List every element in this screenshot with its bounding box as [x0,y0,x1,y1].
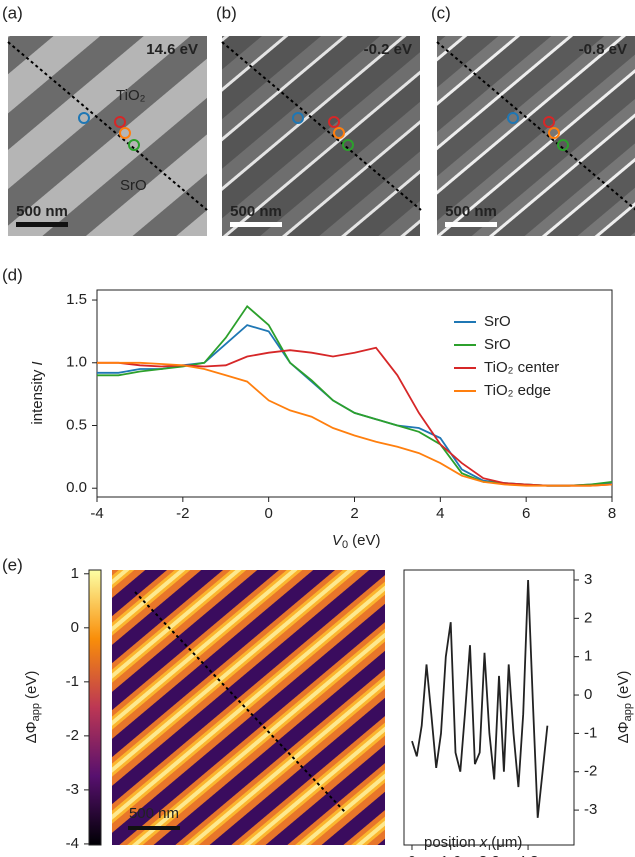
legend-label: TiO₂ edge [484,382,551,399]
x-axis-label: position x (μm) [424,834,522,851]
colorbar-tick-label: -3 [66,781,79,798]
marker-circle [78,112,90,124]
legend-label: SrO [484,336,511,353]
scale-bar [128,826,180,830]
marker-circle [507,112,519,124]
x-tick-label: 4 [436,505,444,522]
x-axis-label-part: 0 [342,539,348,551]
y-tick-label: 3 [584,571,592,588]
energy-label: -0.2 eV [364,41,412,58]
y-tick-label: 0 [584,686,592,703]
x-tick-label: 0 [264,505,272,522]
y-tick-label: -3 [584,801,597,818]
legend-label: TiO₂ center [484,359,559,376]
colorbar-tick-label: 1 [71,565,79,582]
y-tick-label: 1.5 [66,291,87,308]
y-tick-label: -1 [584,724,597,741]
scale-bar-label: 500 nm [129,805,179,822]
x-tick-label: -2 [176,505,189,522]
x-tick-label: 0 [408,853,416,857]
y-tick-label: 0.0 [66,479,87,496]
region-label: SrO [120,177,147,194]
y-axis-label-part: app [622,703,634,721]
x-tick-label: 1.6 [440,853,461,857]
legend-label: SrO [484,313,511,330]
colorbar-label: ΔΦapp (eV) [23,671,42,744]
y-tick-label: 1 [584,648,592,665]
scale-bar [230,222,282,227]
x-tick-label: 4.8 [518,853,539,857]
colorbar-tick-label: -2 [66,727,79,744]
data-line [411,579,549,818]
x-tick-label: 8 [608,505,616,522]
x-axis-label-part: (eV) [352,532,380,549]
marker-circle [557,139,569,151]
y-tick-label: 1.0 [66,354,87,371]
scale-bar-label: 500 nm [16,203,68,220]
marker-circle [292,112,304,124]
marker-circle [543,116,555,128]
x-tick-label: 6 [522,505,530,522]
x-axis-label-part: position [424,834,476,851]
marker-circle [119,127,131,139]
marker-circle [114,116,126,128]
energy-label: 14.6 eV [146,41,198,58]
marker-circle [548,127,560,139]
y-axis-label-part: ΔΦ [615,721,632,743]
profile-path [221,41,422,211]
scale-bar-label: 500 nm [230,203,282,220]
y-axis-label-part: (eV) [615,671,632,699]
x-tick-label: 3.2 [479,853,500,857]
colorbar-tick-label: -1 [66,673,79,690]
scale-bar [445,222,497,227]
profile-path [7,41,208,211]
colorbar-label-part: app [30,703,42,721]
panel-label: (b) [216,3,237,22]
panel-label: (a) [2,3,23,22]
y-axis-label: intensity I [29,361,46,424]
colorbar-label-part: ΔΦ [23,721,40,743]
colorbar-tick-label: 0 [71,619,79,636]
y-axis-label: ΔΦapp (eV) [615,671,634,744]
colorbar [88,569,102,846]
x-tick-label: 2 [350,505,358,522]
y-tick-label: -2 [584,763,597,780]
y-axis-label-part: I [29,361,46,365]
marker-circle [333,127,345,139]
marker-circle [128,139,140,151]
x-axis-label-part: V [332,532,344,549]
panel-label: (d) [2,265,23,284]
scale-bar [16,222,68,227]
x-axis-label-part: x [479,834,488,851]
marker-circle [328,116,340,128]
energy-label: -0.8 eV [579,41,627,58]
profile-path [436,41,635,211]
colorbar-label-part: (eV) [23,671,40,699]
marker-circle [342,139,354,151]
panel-label: (c) [431,3,451,22]
plot-frame [403,569,575,846]
data-line [97,324,613,487]
region-label: TiO₂ [116,87,146,104]
data-line [97,361,613,487]
x-tick-label: -4 [90,505,103,522]
y-axis-label-part: intensity [29,369,46,425]
colorbar-tick-label: -4 [66,835,79,852]
x-axis-label-part: (μm) [491,834,522,851]
y-tick-label: 0.5 [66,416,87,433]
y-tick-label: 2 [584,609,592,626]
scale-bar-label: 500 nm [445,203,497,220]
x-axis-label: V0 (eV) [332,532,380,551]
profile-path [134,591,346,813]
panel-label: (e) [2,555,23,574]
